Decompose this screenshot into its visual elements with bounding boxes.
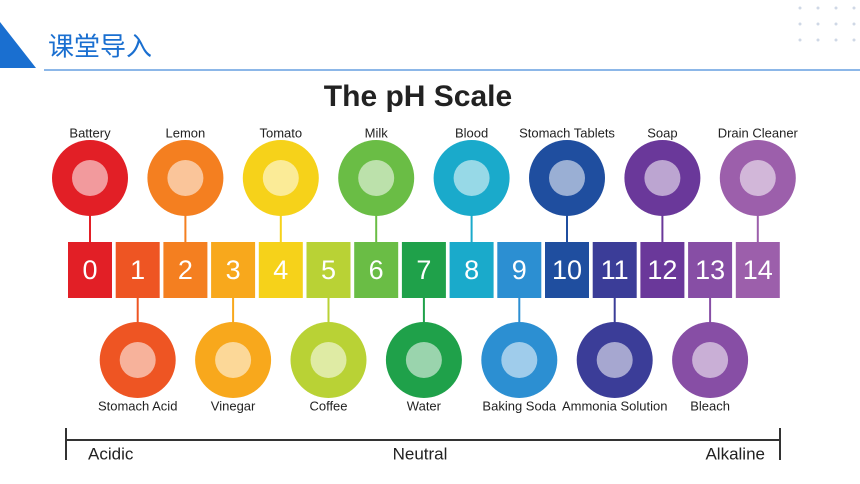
item-label: Bleach [690, 398, 730, 413]
dot [852, 6, 856, 10]
item-icon [167, 160, 204, 196]
item-label: Battery [69, 125, 111, 140]
item-label: Stomach Acid [98, 398, 178, 413]
item-icon [358, 160, 395, 196]
item-label: Baking Soda [482, 398, 556, 413]
ph-number: 5 [321, 255, 336, 285]
ph-number: 2 [178, 255, 193, 285]
item-icon [692, 342, 729, 378]
ph-box [735, 242, 780, 298]
item-label: Drain Cleaner [718, 125, 799, 140]
item-label: Soap [647, 125, 677, 140]
ph-box [258, 242, 303, 298]
dot-pattern [798, 6, 856, 42]
ph-number: 0 [82, 255, 97, 285]
item-icon [72, 160, 108, 196]
item-label: Tomato [259, 125, 302, 140]
item-icon [644, 160, 681, 196]
axis-label: Neutral [393, 444, 448, 463]
ph-box [163, 242, 208, 298]
ph-box [497, 242, 542, 298]
item-label: Vinegar [211, 398, 256, 413]
ph-number: 4 [273, 255, 288, 285]
item-label: Water [407, 398, 442, 413]
dot [834, 38, 838, 42]
dot [852, 22, 856, 26]
item-label: Blood [455, 125, 488, 140]
ph-number: 11 [601, 255, 629, 285]
ph-box [68, 242, 112, 298]
item-label: Ammonia Solution [562, 398, 668, 413]
ph-box [545, 242, 589, 298]
dot [798, 22, 802, 26]
ph-number: 6 [369, 255, 384, 285]
item-icon [453, 160, 490, 196]
axis-label: Acidic [88, 444, 134, 463]
item-icon [596, 342, 633, 378]
ph-number: 12 [647, 255, 677, 285]
ph-box [306, 242, 351, 298]
ph-number: 10 [552, 255, 582, 285]
dot [798, 6, 802, 10]
dot [816, 38, 820, 42]
item-icon [739, 160, 776, 196]
item-label: Coffee [309, 398, 347, 413]
dot [816, 22, 820, 26]
ph-box [401, 242, 446, 298]
corner-shape [0, 22, 36, 68]
item-label: Stomach Tablets [519, 125, 615, 140]
ph-number: 8 [464, 255, 479, 285]
scale-title: The pH Scale [324, 80, 512, 113]
ph-box [211, 242, 256, 298]
ph-box [354, 242, 399, 298]
ph-box [640, 242, 685, 298]
item-icon [549, 160, 585, 196]
dot [852, 38, 856, 42]
ph-number: 3 [226, 255, 241, 285]
item-icon [501, 342, 538, 378]
ph-box [115, 242, 160, 298]
item-icon [215, 342, 252, 378]
dot [834, 22, 838, 26]
ph-number: 7 [416, 255, 431, 285]
item-icon [262, 160, 299, 196]
ph-number: 1 [130, 255, 145, 285]
slide-title: 课堂导入 [48, 33, 152, 63]
item-label: Milk [365, 125, 389, 140]
item-icon [119, 342, 156, 378]
ph-box [688, 242, 733, 298]
ph-number: 13 [695, 255, 725, 285]
item-label: Lemon [166, 125, 206, 140]
dot [834, 6, 838, 10]
item-icon [310, 342, 347, 378]
ph-number: 14 [743, 255, 773, 285]
ph-box [449, 242, 494, 298]
dot [798, 38, 802, 42]
dot [816, 6, 820, 10]
ph-number: 9 [512, 255, 527, 285]
item-icon [405, 342, 442, 378]
axis-label: Alkaline [705, 444, 765, 463]
ph-box [592, 242, 637, 298]
